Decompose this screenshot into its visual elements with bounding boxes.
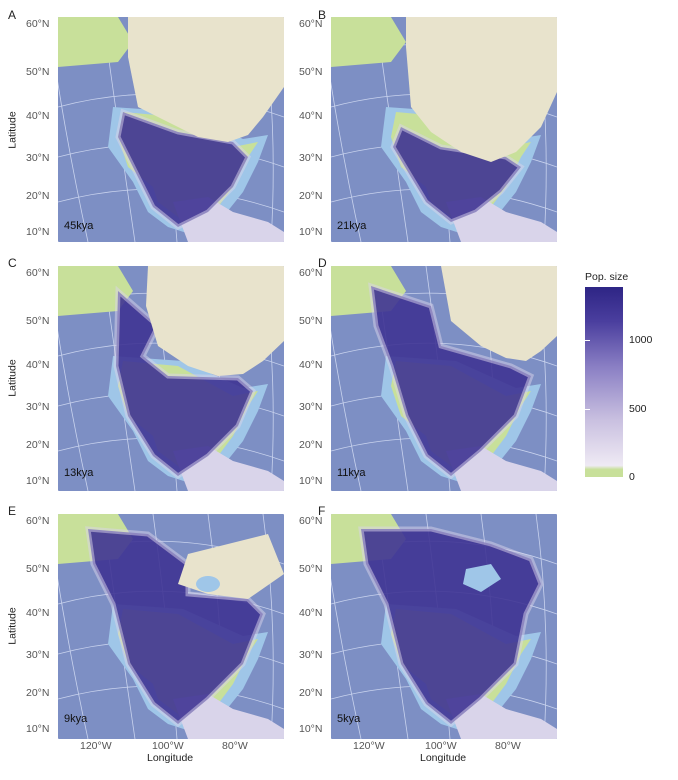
lat-tick-label: 10°N xyxy=(26,723,50,735)
legend-tick-1000: 1000 xyxy=(629,334,653,346)
panel-letter-a: A xyxy=(8,8,17,22)
map-svg xyxy=(58,514,284,739)
lat-tick-label: 10°N xyxy=(299,723,323,735)
lat-tick-label: 50°N xyxy=(26,563,50,575)
y-axis-title-row2: Latitude xyxy=(6,359,19,397)
ice-sheet xyxy=(406,17,557,162)
lat-tick-label: 40°N xyxy=(299,607,323,619)
panel-letter-b: B xyxy=(318,8,327,22)
map-svg xyxy=(331,514,557,739)
lat-tick-label: 30°N xyxy=(26,401,50,413)
lat-tick-label: 40°N xyxy=(299,110,323,122)
era-label-e: 9kya xyxy=(64,713,88,725)
map-panel-c xyxy=(58,266,284,491)
lat-tick-label: 60°N xyxy=(299,267,323,279)
map-panel-e xyxy=(58,514,284,739)
y-axis-title-row1: Latitude xyxy=(6,111,19,149)
map-svg xyxy=(58,17,284,242)
lat-tick-label: 60°N xyxy=(299,18,323,30)
lon-tick-label: 100°W xyxy=(425,740,457,752)
lat-tick-label: 50°N xyxy=(299,66,323,78)
era-label-f: 5kya xyxy=(337,713,361,725)
population-density xyxy=(88,529,263,724)
map-panel-a xyxy=(58,17,284,242)
lat-tick-label: 50°N xyxy=(26,315,50,327)
ice-sheet xyxy=(441,266,557,361)
legend-tickmark-0 xyxy=(585,477,590,478)
lon-tick-label: 100°W xyxy=(152,740,184,752)
lat-tick-label: 10°N xyxy=(299,475,323,487)
map-svg xyxy=(331,17,557,242)
lat-tick-label: 60°N xyxy=(26,18,50,30)
lat-tick-label: 10°N xyxy=(26,475,50,487)
map-panel-d xyxy=(331,266,557,491)
lat-tick-label: 60°N xyxy=(299,515,323,527)
y-axis-title-row3: Latitude xyxy=(6,607,19,645)
ice-sheet xyxy=(128,17,284,142)
ice-sheet xyxy=(146,266,284,376)
lat-tick-label: 50°N xyxy=(26,66,50,78)
lat-tick-label: 30°N xyxy=(299,649,323,661)
legend-tickmark-500 xyxy=(585,409,590,410)
x-axis-title-left: Longitude xyxy=(147,752,194,764)
lat-tick-label: 40°N xyxy=(26,110,50,122)
lat-tick-label: 60°N xyxy=(26,267,50,279)
lon-tick-label: 120°W xyxy=(353,740,385,752)
panel-letter-e: E xyxy=(8,504,17,518)
lat-tick-label: 50°N xyxy=(299,563,323,575)
panel-letter-f: F xyxy=(318,504,326,518)
lat-tick-label: 40°N xyxy=(26,359,50,371)
lat-tick-label: 20°N xyxy=(26,190,50,202)
lat-tick-label: 20°N xyxy=(299,439,323,451)
lat-tick-label: 20°N xyxy=(26,439,50,451)
legend-colorbar xyxy=(585,287,623,477)
population-density xyxy=(371,286,531,476)
panel-letter-c: C xyxy=(8,256,17,270)
population-edge xyxy=(113,285,257,480)
lat-tick-label: 10°N xyxy=(26,226,50,238)
lat-tick-label: 60°N xyxy=(26,515,50,527)
lat-tick-label: 30°N xyxy=(299,152,323,164)
population-edge xyxy=(368,282,535,480)
land-empty-northwest xyxy=(331,17,406,67)
lat-tick-label: 30°N xyxy=(26,649,50,661)
legend-title: Pop. size xyxy=(585,271,629,283)
lat-tick-label: 10°N xyxy=(299,226,323,238)
land-empty-northwest xyxy=(58,266,133,316)
lat-tick-label: 20°N xyxy=(26,687,50,699)
map-panel-f xyxy=(331,514,557,739)
lat-tick-label: 20°N xyxy=(299,687,323,699)
hudson-bay xyxy=(463,564,501,592)
lon-tick-label: 80°W xyxy=(495,740,521,752)
land-empty-northwest xyxy=(58,17,133,67)
era-label-d: 11kya xyxy=(337,467,366,479)
hudson-bay xyxy=(196,576,220,592)
lon-tick-label: 80°W xyxy=(222,740,248,752)
era-label-b: 21kya xyxy=(337,220,367,232)
map-svg xyxy=(58,266,284,491)
lat-tick-label: 40°N xyxy=(299,359,323,371)
lat-tick-label: 20°N xyxy=(299,190,323,202)
lat-tick-label: 30°N xyxy=(299,401,323,413)
lat-tick-label: 50°N xyxy=(299,315,323,327)
lon-tick-label: 120°W xyxy=(80,740,112,752)
x-axis-title-right: Longitude xyxy=(420,752,467,764)
legend-tickmark-1000 xyxy=(585,340,590,341)
map-svg xyxy=(331,266,557,491)
population-edge xyxy=(358,526,544,728)
map-panel-b xyxy=(331,17,557,242)
lat-tick-label: 40°N xyxy=(26,607,50,619)
era-label-a: 45kya xyxy=(64,220,94,232)
legend-tick-0: 0 xyxy=(629,471,635,483)
era-label-c: 13kya xyxy=(64,467,94,479)
panel-letter-d: D xyxy=(318,256,327,270)
legend-tick-500: 500 xyxy=(629,403,647,415)
lat-tick-label: 30°N xyxy=(26,152,50,164)
